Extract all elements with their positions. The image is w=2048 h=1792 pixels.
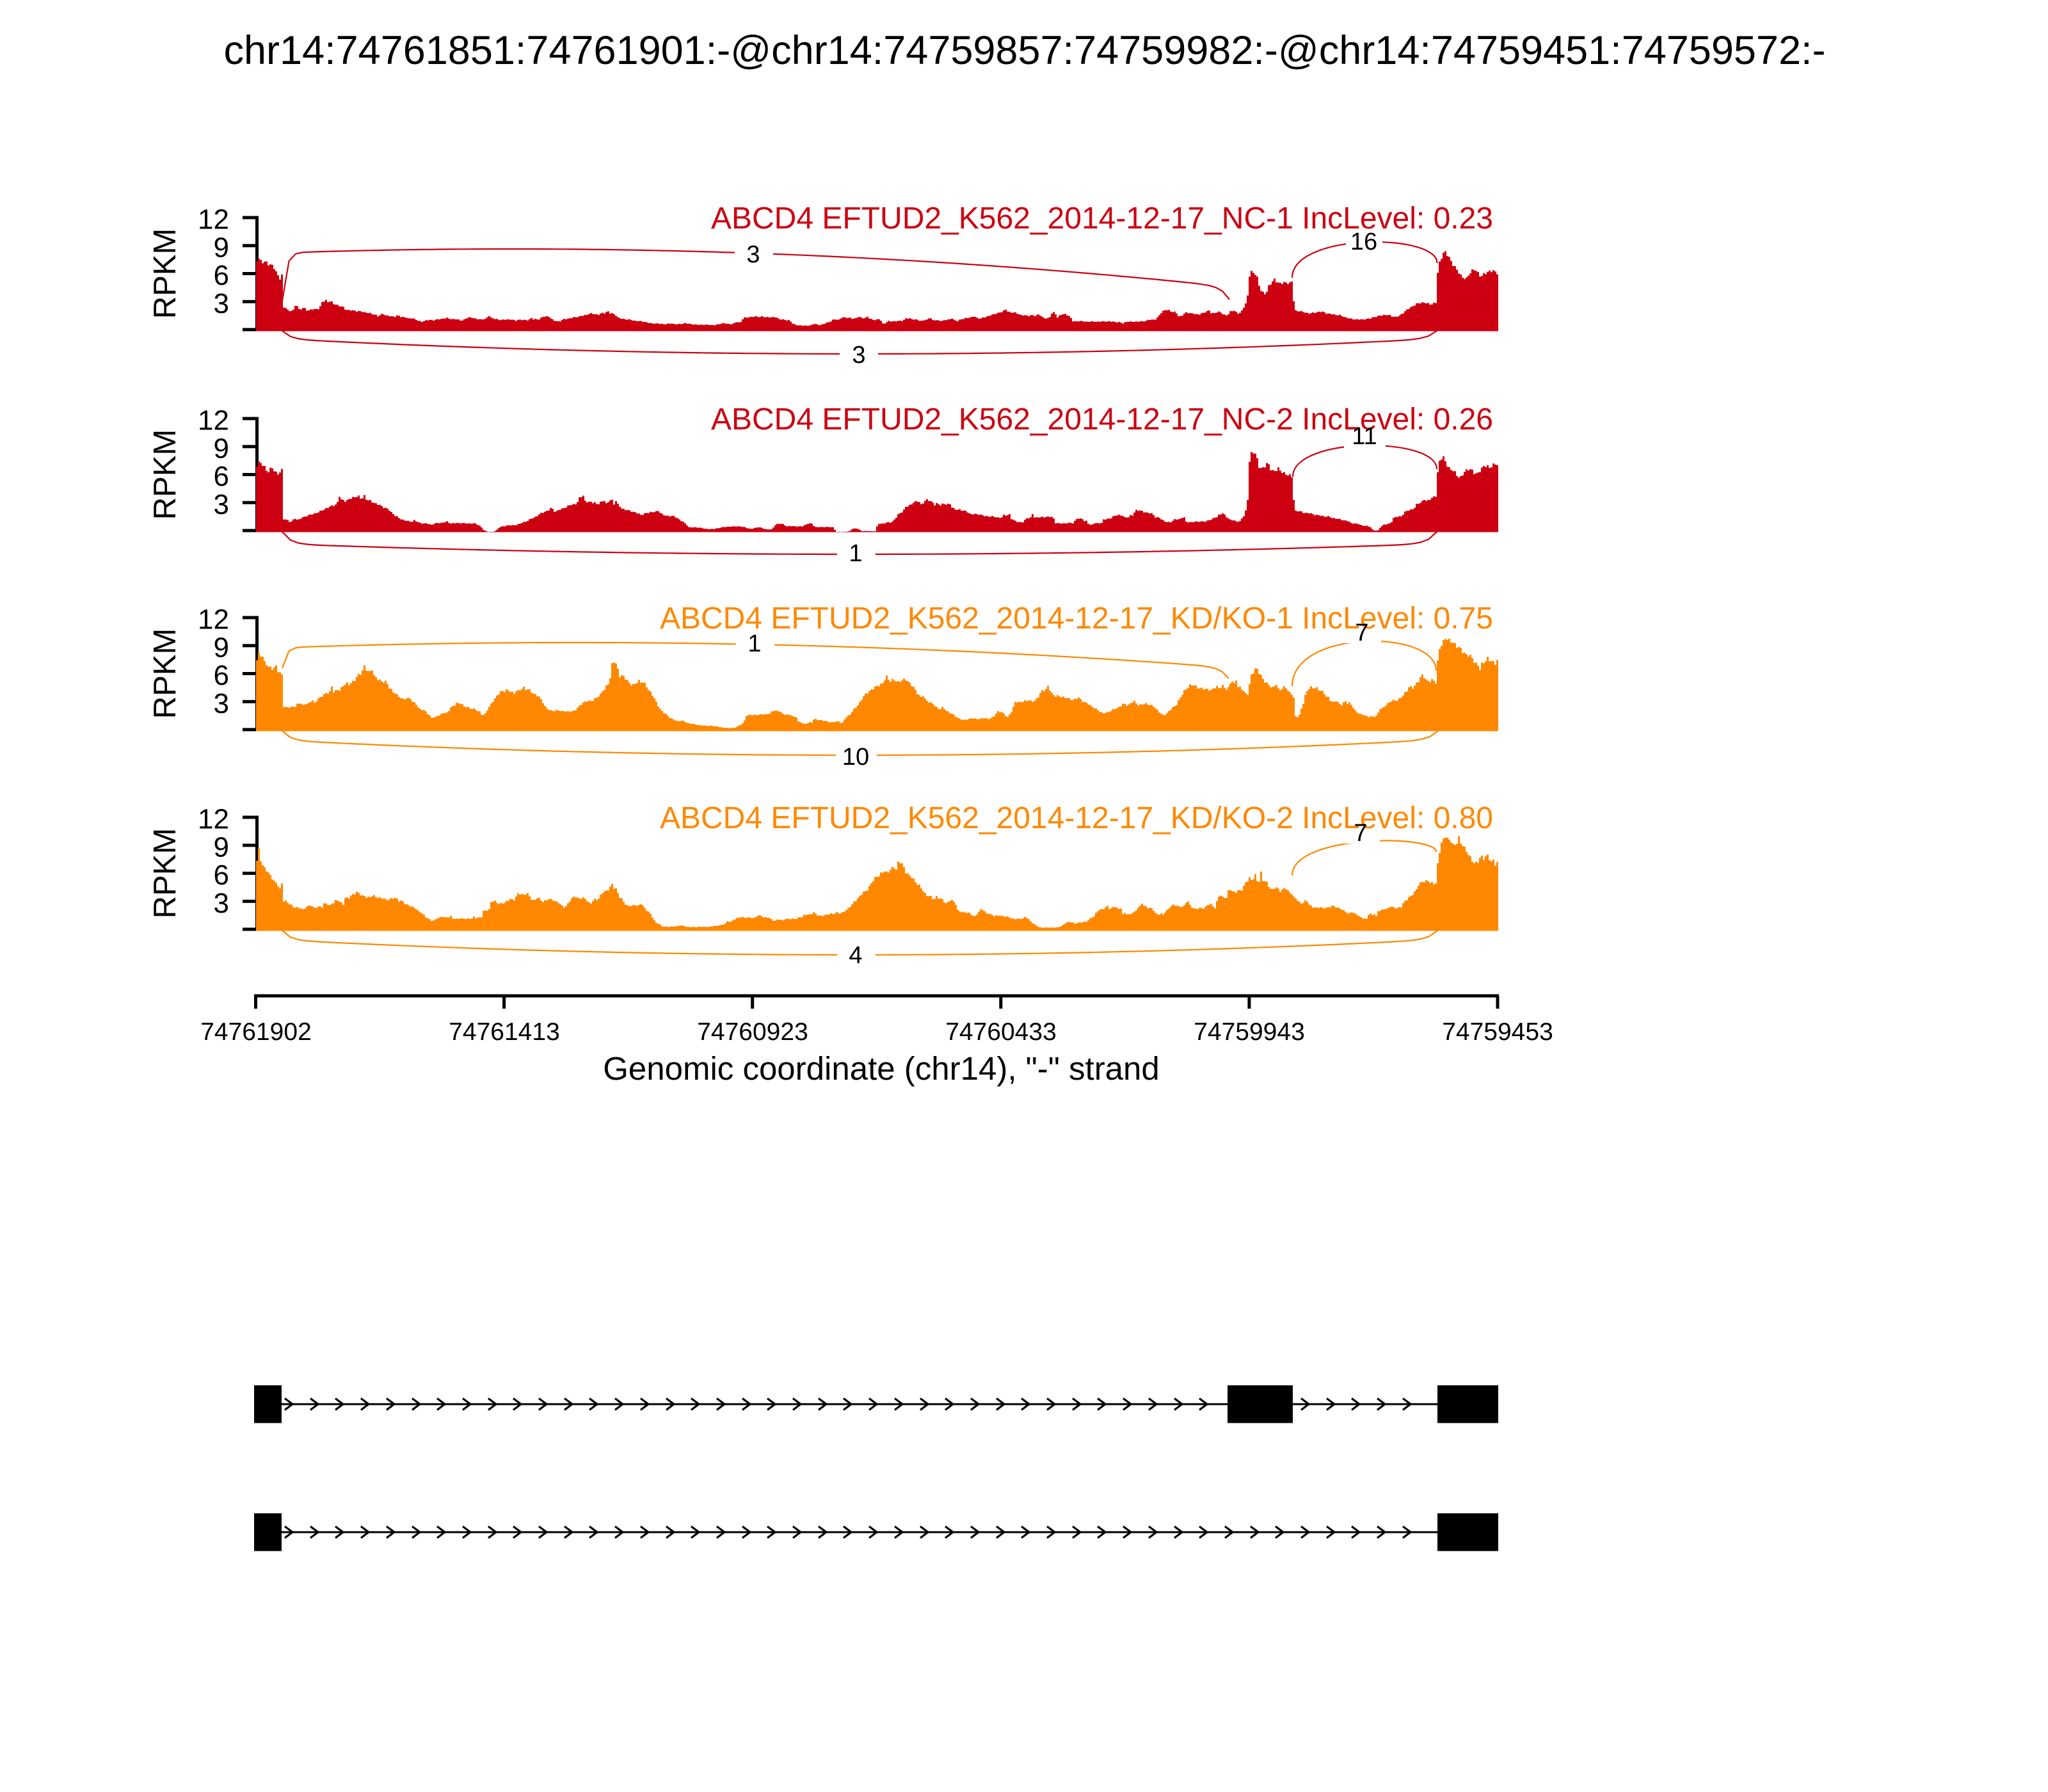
svg-text:6: 6 (214, 860, 229, 891)
svg-text:74759943: 74759943 (1194, 1018, 1305, 1046)
svg-text:74761902: 74761902 (200, 1018, 312, 1046)
svg-text:10: 10 (842, 744, 869, 771)
svg-text:RPKM: RPKM (148, 228, 182, 319)
svg-text:4: 4 (849, 942, 862, 969)
svg-text:7: 7 (1355, 620, 1368, 646)
svg-text:7: 7 (1354, 820, 1367, 847)
svg-text:74760433: 74760433 (945, 1018, 1057, 1046)
svg-text:6: 6 (214, 660, 229, 691)
svg-text:Genomic coordinate (chr14), "-: Genomic coordinate (chr14), "-" strand (603, 1050, 1160, 1087)
svg-text:1: 1 (849, 540, 862, 567)
svg-text:9: 9 (214, 632, 229, 663)
svg-text:1: 1 (748, 630, 761, 657)
svg-text:74760923: 74760923 (697, 1018, 808, 1046)
svg-text:ABCD4 EFTUD2_K562_2014-12-17_K: ABCD4 EFTUD2_K562_2014-12-17_KD/KO-1 Inc… (660, 602, 1493, 636)
svg-text:RPKM: RPKM (148, 429, 182, 520)
svg-text:chr14:74761851:74761901:-@chr1: chr14:74761851:74761901:-@chr14:74759857… (224, 28, 1826, 73)
svg-text:9: 9 (214, 232, 229, 263)
svg-text:9: 9 (214, 433, 229, 464)
svg-text:3: 3 (852, 342, 865, 369)
svg-text:3: 3 (214, 489, 229, 520)
svg-text:12: 12 (198, 405, 229, 436)
svg-text:11: 11 (1352, 423, 1377, 450)
svg-text:6: 6 (214, 260, 229, 291)
svg-text:3: 3 (214, 688, 229, 719)
svg-text:74759453: 74759453 (1442, 1018, 1553, 1046)
svg-text:74761413: 74761413 (449, 1018, 560, 1046)
svg-text:RPKM: RPKM (148, 628, 182, 719)
svg-text:12: 12 (198, 604, 229, 636)
svg-text:ABCD4 EFTUD2_K562_2014-12-17_N: ABCD4 EFTUD2_K562_2014-12-17_NC-1 IncLev… (711, 202, 1493, 236)
svg-text:RPKM: RPKM (148, 828, 182, 919)
svg-text:6: 6 (214, 461, 229, 492)
svg-text:ABCD4 EFTUD2_K562_2014-12-17_K: ABCD4 EFTUD2_K562_2014-12-17_KD/KO-2 Inc… (660, 801, 1493, 835)
svg-text:12: 12 (198, 804, 229, 835)
svg-text:ABCD4 EFTUD2_K562_2014-12-17_N: ABCD4 EFTUD2_K562_2014-12-17_NC-2 IncLev… (711, 403, 1493, 436)
svg-text:3: 3 (214, 288, 229, 319)
svg-text:9: 9 (214, 831, 229, 863)
svg-text:3: 3 (746, 241, 760, 268)
svg-text:12: 12 (198, 204, 229, 236)
svg-text:16: 16 (1350, 228, 1377, 255)
svg-text:3: 3 (214, 888, 229, 919)
